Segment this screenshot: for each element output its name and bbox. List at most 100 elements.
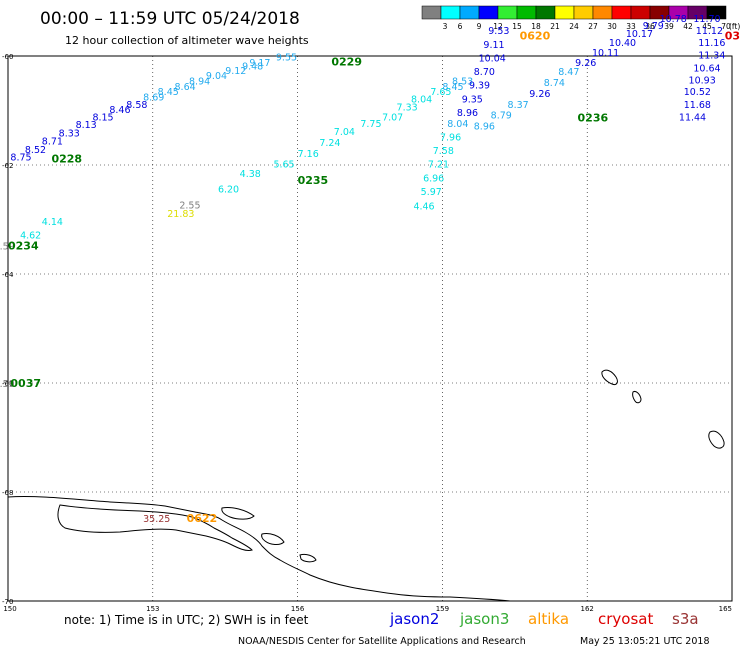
legend-label: 3 <box>443 22 448 31</box>
lat-tick-label: -60 <box>2 53 13 61</box>
lat-tick-label: -66 <box>2 380 14 388</box>
swh-value: 10.17 <box>626 29 653 40</box>
swh-value: 7.75 <box>360 119 381 130</box>
legend-swatch <box>706 5 727 20</box>
swh-value: 8.33 <box>59 129 80 140</box>
swh-value: 5.97 <box>421 187 442 198</box>
swh-value: 8.69 <box>143 93 164 104</box>
legend-swatch <box>630 5 651 20</box>
swh-value: 9.04 <box>206 71 227 82</box>
swh-value: 11.68 <box>684 100 711 111</box>
legend-swatch <box>478 5 499 20</box>
pass-time: 0229 <box>331 55 362 68</box>
swh-value: 10.93 <box>689 75 716 86</box>
swh-value: 11.12 <box>696 26 723 37</box>
legend-swatch <box>516 5 537 20</box>
lon-tick-label: 159 <box>436 605 449 613</box>
swh-value: 8.47 <box>558 67 579 78</box>
swh-value: 8.94 <box>189 76 210 87</box>
swh-value: 11.44 <box>679 112 706 123</box>
swh-value: 9.26 <box>575 58 596 69</box>
legend-label: 6 <box>458 22 463 31</box>
swh-value: 8.70 <box>474 67 495 78</box>
swh-value: 10.64 <box>693 63 720 74</box>
legend-swatch <box>554 5 575 20</box>
lon-tick-label: 150 <box>3 605 16 613</box>
wave-height-measurements: 9.17 9.559.489.129.048.948.648.458.698.58… <box>0 14 725 525</box>
legend-label: 21 <box>550 22 560 31</box>
swh-value: 4.38 <box>240 169 261 180</box>
satellite-name: altika <box>528 610 569 628</box>
legend-label: 39 <box>664 22 674 31</box>
legend-swatch <box>611 5 632 20</box>
swh-value: 9.35 <box>462 94 483 105</box>
lat-tick-label: -64 <box>2 271 14 279</box>
swh-value: 8.04 <box>447 119 468 130</box>
map-title: 00:00 – 11:59 UTC 05/24/2018 <box>40 9 300 29</box>
swh-value: 7.16 <box>298 149 319 160</box>
legend-swatch <box>592 5 613 20</box>
legend-label: 70 <box>721 22 731 31</box>
satellite-name: s3a <box>672 610 699 628</box>
swh-value: 8.74 <box>544 78 565 89</box>
swh-value: 9.39 <box>469 81 490 92</box>
satellite-key: jason2 jason3 altika cryosat s3a <box>389 610 699 628</box>
swh-value: 8.15 <box>92 112 113 123</box>
swh-value: 9.79 <box>643 21 664 32</box>
swh-value: 5.65 <box>273 160 294 171</box>
swh-value: 11.34 <box>698 51 725 62</box>
pass-time: 0622 <box>187 512 218 525</box>
legend-unit: (ft) <box>729 22 740 31</box>
swh-value: 8.96 <box>457 108 478 119</box>
swh-value: 0.59 <box>0 241 15 252</box>
swh-value: 8.46 <box>109 105 130 116</box>
legend-swatch <box>535 5 556 20</box>
satellite-name: cryosat <box>598 610 653 628</box>
swh-value: 8.75 <box>10 153 31 164</box>
swh-value: 11.16 <box>698 38 725 49</box>
swh-value: 35.25 <box>143 514 170 525</box>
antarctic-coastline <box>7 496 511 602</box>
swh-value: 8.53 <box>452 76 473 87</box>
swh-value: 8.64 <box>175 82 196 93</box>
swh-value: 4.62 <box>20 231 41 242</box>
swh-value: 4.14 <box>42 217 63 228</box>
swh-value: 7.21 <box>428 160 449 171</box>
legend-label: 12 <box>493 22 503 31</box>
swh-value: 7.07 <box>382 112 403 123</box>
pass-time: 0234 <box>8 239 39 252</box>
lat-tick-label: -62 <box>2 162 13 170</box>
legend-label: 9 <box>477 22 482 31</box>
pass-time: 0620 <box>520 30 551 43</box>
swh-value: 4.46 <box>413 202 434 213</box>
credit-line: NOAA/NESDIS Center for Satellite Applica… <box>238 636 526 647</box>
satellite-name: jason2 <box>389 610 439 628</box>
swh-value: 8.96 <box>474 122 495 133</box>
swh-value: 9.55 <box>276 52 297 63</box>
swh-value: 7.58 <box>433 146 454 157</box>
pass-time: 034 <box>725 30 740 43</box>
lat-tick-label: -68 <box>2 489 13 497</box>
swh-value: 8.45 <box>158 87 179 98</box>
pass-time: 0235 <box>298 174 329 187</box>
axis-ticks: 150 153 156 159 162 165 -60 -62 -64 -66 -68 -70 <box>2 53 732 613</box>
balleny-islands <box>601 369 725 449</box>
swh-value: 21.83 <box>167 209 194 220</box>
swh-value: 6.20 <box>218 184 239 195</box>
legend-label: 33 <box>626 22 636 31</box>
lon-tick-label: 153 <box>146 605 159 613</box>
legend-label: 30 <box>607 22 617 31</box>
pass-time: 0236 <box>578 111 609 124</box>
lon-tick-label: 156 <box>291 605 305 613</box>
lon-tick-label: 165 <box>719 605 732 613</box>
color-scale-legend: 3 6 9 12 15 18 21 24 27 30 33 36 39 42 45 70(ft) <box>421 5 740 31</box>
swh-value: 7.96 <box>440 132 461 143</box>
legend-label: 18 <box>531 22 541 31</box>
swh-value: 8.58 <box>126 100 147 111</box>
swh-value: 8.13 <box>76 120 97 131</box>
swh-value: 6.96 <box>423 173 444 184</box>
swh-value: 11.70 <box>693 14 720 25</box>
swh-value: 7.65 <box>430 87 451 98</box>
swh-value: 8.79 <box>491 111 512 122</box>
satellite-name: jason3 <box>459 610 509 628</box>
